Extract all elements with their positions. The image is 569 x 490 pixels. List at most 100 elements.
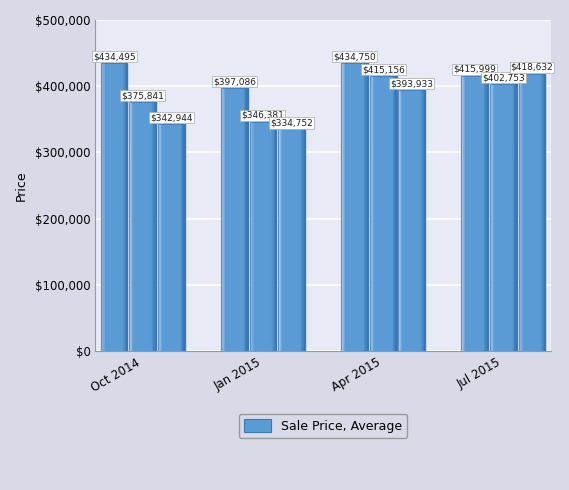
Bar bbox=[228, 88, 229, 351]
Bar bbox=[539, 74, 540, 351]
Bar bbox=[150, 102, 151, 351]
Bar bbox=[174, 124, 175, 351]
Bar bbox=[387, 76, 389, 351]
Bar bbox=[371, 76, 373, 351]
Bar bbox=[472, 75, 473, 351]
Bar bbox=[121, 63, 122, 351]
Bar bbox=[492, 84, 493, 351]
Bar bbox=[258, 122, 259, 351]
Bar bbox=[175, 124, 177, 351]
Bar bbox=[270, 122, 271, 351]
Bar bbox=[296, 129, 297, 351]
Bar bbox=[348, 63, 349, 351]
Bar bbox=[351, 63, 352, 351]
Bar bbox=[170, 124, 171, 351]
Bar bbox=[116, 63, 117, 351]
Bar bbox=[131, 102, 132, 351]
Bar bbox=[154, 102, 155, 351]
Bar bbox=[520, 74, 521, 351]
Bar bbox=[112, 63, 113, 351]
Bar bbox=[418, 90, 420, 351]
Bar bbox=[234, 88, 236, 351]
Bar bbox=[262, 122, 263, 351]
Bar bbox=[279, 129, 281, 351]
Bar bbox=[467, 75, 468, 351]
Bar bbox=[259, 122, 260, 351]
Bar bbox=[349, 63, 351, 351]
Bar bbox=[183, 124, 185, 351]
Bar bbox=[151, 102, 152, 351]
Bar bbox=[221, 88, 222, 351]
Bar bbox=[147, 102, 148, 351]
Text: $375,841: $375,841 bbox=[121, 91, 164, 100]
Bar bbox=[148, 102, 150, 351]
Bar bbox=[164, 124, 166, 351]
Bar bbox=[354, 63, 356, 351]
Bar bbox=[356, 63, 357, 351]
Bar bbox=[168, 124, 170, 351]
Text: $346,381: $346,381 bbox=[241, 111, 284, 120]
Bar bbox=[527, 74, 528, 351]
Bar bbox=[117, 63, 118, 351]
Bar bbox=[414, 90, 416, 351]
Bar bbox=[129, 102, 131, 351]
Bar bbox=[421, 90, 423, 351]
Bar bbox=[528, 74, 529, 351]
Bar bbox=[398, 90, 425, 351]
Bar bbox=[535, 74, 536, 351]
Bar bbox=[173, 124, 174, 351]
Bar bbox=[286, 129, 287, 351]
Bar bbox=[410, 90, 412, 351]
Bar bbox=[512, 84, 513, 351]
Bar bbox=[278, 129, 305, 351]
Bar bbox=[471, 75, 472, 351]
Bar bbox=[357, 63, 358, 351]
Bar bbox=[278, 129, 279, 351]
Bar bbox=[531, 74, 532, 351]
Bar bbox=[358, 63, 360, 351]
Bar bbox=[497, 84, 498, 351]
Bar bbox=[255, 122, 256, 351]
Bar bbox=[294, 129, 296, 351]
Bar bbox=[381, 76, 382, 351]
Bar bbox=[291, 129, 293, 351]
Bar bbox=[179, 124, 181, 351]
Bar bbox=[389, 76, 390, 351]
Bar bbox=[506, 84, 508, 351]
Bar bbox=[382, 76, 383, 351]
Bar bbox=[160, 124, 162, 351]
Bar bbox=[238, 88, 240, 351]
Text: $434,495: $434,495 bbox=[93, 52, 135, 61]
Bar bbox=[373, 76, 374, 351]
Bar bbox=[273, 122, 274, 351]
Bar bbox=[269, 122, 270, 351]
Bar bbox=[133, 102, 135, 351]
Bar bbox=[246, 88, 248, 351]
Bar bbox=[171, 124, 173, 351]
Text: $434,750: $434,750 bbox=[333, 52, 376, 61]
Bar bbox=[256, 122, 258, 351]
Bar bbox=[101, 63, 127, 351]
Bar bbox=[476, 75, 477, 351]
Bar bbox=[109, 63, 110, 351]
Bar bbox=[275, 122, 277, 351]
Text: $415,999: $415,999 bbox=[453, 65, 496, 74]
Bar bbox=[129, 102, 156, 351]
Bar bbox=[110, 63, 112, 351]
Bar bbox=[416, 90, 417, 351]
Bar bbox=[224, 88, 225, 351]
Bar bbox=[163, 124, 164, 351]
Bar bbox=[221, 88, 248, 351]
Bar bbox=[132, 102, 133, 351]
Bar bbox=[477, 75, 479, 351]
Bar bbox=[490, 84, 517, 351]
Bar bbox=[118, 63, 119, 351]
Bar bbox=[400, 90, 401, 351]
Bar bbox=[504, 84, 505, 351]
Bar bbox=[236, 88, 237, 351]
Bar bbox=[519, 74, 520, 351]
Text: $342,944: $342,944 bbox=[150, 113, 193, 122]
Bar bbox=[177, 124, 178, 351]
Bar bbox=[509, 84, 510, 351]
Bar bbox=[362, 63, 364, 351]
